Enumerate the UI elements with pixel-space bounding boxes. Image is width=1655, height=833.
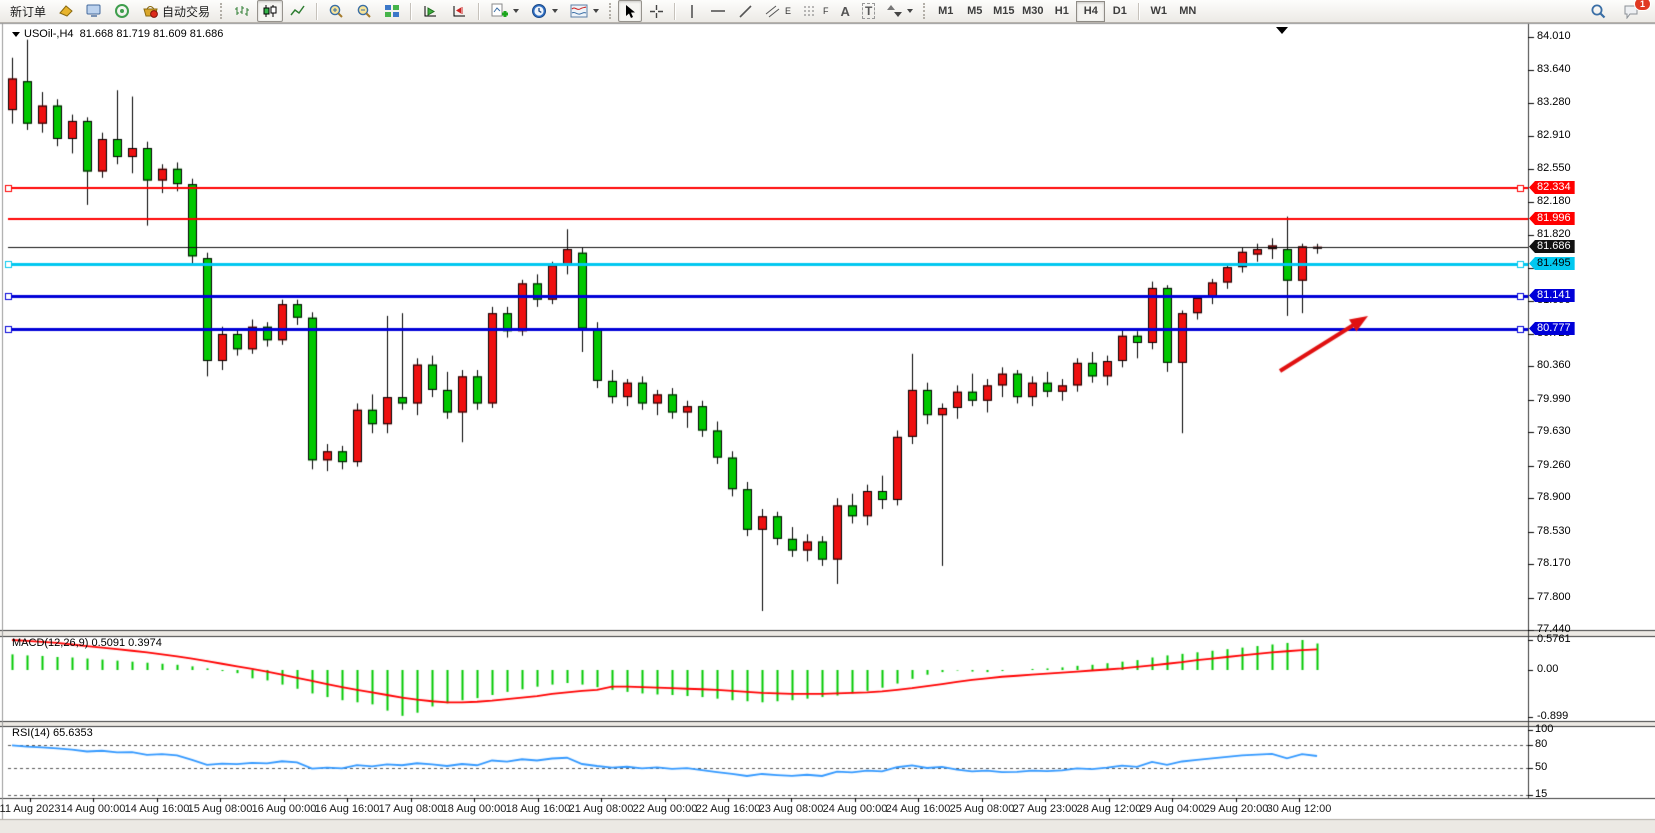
tile-windows-button[interactable] — [379, 0, 405, 22]
toolbar-separator — [410, 2, 413, 20]
periods-dropdown-caret — [552, 9, 559, 13]
autotrading-button[interactable]: 自动交易 — [137, 0, 215, 22]
timeframe-d1-button[interactable]: D1 — [1112, 4, 1127, 17]
timeframe-w1-button[interactable]: W1 — [1150, 4, 1168, 17]
crosshair-icon — [649, 4, 664, 19]
timeframe-h1-button[interactable]: H1 — [1054, 4, 1069, 17]
timeframe-m15-button[interactable]: M15 — [993, 4, 1015, 17]
periods-button[interactable] — [526, 0, 563, 22]
timeframe-h4-button[interactable]: H4 — [1076, 0, 1106, 22]
indicators-dropdown-caret — [513, 9, 520, 13]
text-tool-icon: A — [840, 3, 850, 19]
indicators-icon — [490, 3, 509, 19]
auto-scroll-button[interactable] — [417, 0, 444, 22]
main-toolbar: 新订单 自动交易 — [0, 0, 1655, 23]
arrows-dropdown-caret — [907, 9, 914, 13]
crosshair-button[interactable] — [644, 0, 669, 22]
channel-letter: E — [785, 6, 792, 16]
search-button[interactable] — [1585, 0, 1611, 22]
line-chart-icon — [290, 4, 306, 18]
toolbar-separator — [478, 2, 481, 20]
bar-chart-icon — [234, 4, 250, 18]
toolbar-grip — [609, 3, 613, 19]
bar-chart-button[interactable] — [229, 0, 255, 22]
trendline-icon — [738, 4, 753, 19]
notification-count-badge: 1 — [1634, 0, 1651, 11]
toolbar-grip — [220, 3, 224, 19]
strategy-tester-button[interactable] — [109, 0, 135, 22]
zoom-out-button[interactable] — [351, 0, 377, 22]
templates-button[interactable] — [565, 0, 604, 22]
fibonacci-icon — [803, 4, 820, 19]
zoom-out-icon — [356, 4, 372, 19]
zoom-in-button[interactable] — [323, 0, 349, 22]
cursor-button[interactable] — [618, 0, 643, 22]
timeframe-m1-button[interactable]: M1 — [938, 4, 954, 17]
toolbar-separator — [316, 2, 319, 20]
indicators-button[interactable] — [485, 0, 524, 22]
text-label-button[interactable]: T — [857, 0, 880, 22]
autotrading-icon — [142, 4, 159, 18]
new-order-label: 新订单 — [10, 4, 47, 19]
chart-shift-button[interactable] — [446, 0, 473, 22]
strategy-tester-icon — [114, 4, 130, 18]
toolbar-grip — [923, 3, 927, 19]
terminal-button[interactable] — [81, 0, 107, 22]
text-label-icon: T — [861, 3, 876, 19]
notifications-button[interactable]: 1 — [1618, 0, 1651, 22]
periods-clock-icon — [531, 3, 547, 19]
candlestick-chart-button[interactable] — [257, 0, 284, 22]
chart-shift-icon — [451, 4, 468, 19]
search-icon — [1590, 3, 1606, 19]
metaeditor-button[interactable] — [53, 0, 79, 22]
toolbar-separator — [674, 2, 677, 20]
zoom-in-icon — [328, 4, 344, 19]
templates-icon — [570, 4, 588, 18]
vertical-line-button[interactable] — [681, 0, 703, 22]
metaeditor-icon — [58, 4, 74, 18]
horizontal-line-icon — [710, 4, 726, 18]
cursor-arrow-icon — [623, 4, 637, 19]
line-chart-button[interactable] — [285, 0, 311, 22]
timeframe-m5-button[interactable]: M5 — [967, 4, 983, 17]
arrows-tool-button[interactable] — [882, 0, 918, 22]
candlestick-chart-icon — [262, 4, 278, 18]
timeframe-mn-button[interactable]: MN — [1179, 4, 1197, 17]
timeframe-m30-button[interactable]: M30 — [1022, 4, 1044, 17]
trendline-button[interactable] — [733, 0, 758, 22]
terminal-icon — [86, 4, 102, 18]
new-order-button[interactable]: 新订单 — [5, 0, 51, 22]
toolbar-separator — [1138, 2, 1141, 20]
horizontal-line-button[interactable] — [705, 0, 731, 22]
templates-dropdown-caret — [593, 9, 600, 13]
autotrading-label: 自动交易 — [162, 4, 211, 19]
text-tool-button[interactable]: A — [836, 0, 855, 22]
auto-scroll-icon — [422, 4, 439, 19]
arrows-tool-icon — [887, 4, 903, 18]
fibo-letter: F — [823, 6, 829, 16]
fibonacci-button[interactable]: F — [798, 0, 834, 22]
vertical-line-icon — [686, 4, 698, 19]
equidistant-channel-icon — [765, 4, 782, 19]
equidistant-channel-button[interactable]: E — [760, 0, 796, 22]
tile-windows-icon — [384, 4, 400, 18]
